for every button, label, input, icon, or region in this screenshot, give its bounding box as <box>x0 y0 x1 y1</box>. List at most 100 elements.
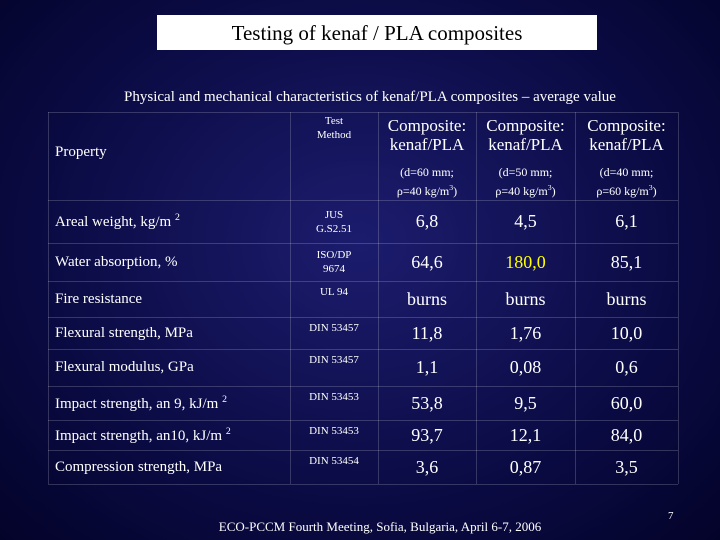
property-line: Impact strength, an10, kJ/m 2 <box>55 426 297 445</box>
spec-text: ) <box>453 184 458 198</box>
method-text: DIN 53453 <box>309 425 359 437</box>
property-line: Compression strength, MPa <box>55 459 297 476</box>
spec-text: ρ=40 kg/m <box>396 184 450 198</box>
grid-line <box>378 112 379 484</box>
spec-sup: 3 <box>648 183 653 192</box>
value-cell: 0,08 <box>476 349 575 386</box>
method-text: 9674 <box>323 263 345 275</box>
header-composite: Composite: kenaf/PLA (d=60 mm; ρ=40 kg/m3) <box>378 112 476 204</box>
value-cell: 11,8 <box>378 317 476 349</box>
spec-text: ρ=60 kg/m <box>596 184 649 198</box>
composite-name: Composite: kenaf/PLA <box>587 116 665 154</box>
property-cell: Impact strength, an10, kJ/m 2 <box>48 420 297 450</box>
value-cell: 6,8 <box>378 200 476 243</box>
value-cell: 1,76 <box>476 317 575 349</box>
value-text: burns <box>505 288 546 309</box>
property-text: Areal weight, kg/m <box>55 214 172 230</box>
spec-line: ρ=60 kg/m3) <box>596 180 656 199</box>
header-composite: Composite: kenaf/PLA (d=40 mm; ρ=60 kg/m3) <box>575 112 678 204</box>
property-line: Fire resistance <box>55 291 297 308</box>
property-text: Impact strength, an 9, kJ/m <box>55 395 219 412</box>
value-text: 85,1 <box>610 251 643 272</box>
value-text: 1,76 <box>509 322 542 343</box>
subtitle: Physical and mechanical characteristics … <box>124 89 616 105</box>
value-text: 4,5 <box>514 211 537 231</box>
header-property: Property <box>48 112 297 192</box>
grid-line <box>290 112 291 484</box>
method-text: DIN 53454 <box>309 455 359 467</box>
property-sup: 2 <box>225 425 231 437</box>
value-text: 64,6 <box>411 251 443 272</box>
page-number: 7 <box>668 510 674 522</box>
grid-line <box>48 317 678 318</box>
value-text: 6,1 <box>615 211 638 231</box>
grid-line <box>48 420 678 421</box>
value-cell: 4,5 <box>476 200 575 243</box>
method-text: DIN 53457 <box>309 354 359 366</box>
value-text: 0,6 <box>615 357 638 377</box>
value-cell: 64,6 <box>378 243 476 281</box>
grid-line <box>48 281 678 282</box>
footer: ECO-PCCM Fourth Meeting, Sofia, Bulgaria… <box>218 519 542 534</box>
property-line: Flexural strength, MPa <box>55 325 297 342</box>
value-text: 9,5 <box>514 392 537 413</box>
method-text: ISO/DP <box>316 249 352 261</box>
spec-line: ρ=40 kg/m3) <box>495 180 555 199</box>
spec-text: (d=40 mm; <box>599 165 654 179</box>
method-cell: DIN 53453 <box>290 420 378 454</box>
method-cell: DIN 53457 <box>290 317 378 353</box>
value-cell: 9,5 <box>476 386 575 420</box>
header-text: Composite: <box>387 116 467 135</box>
grid-line <box>48 386 678 387</box>
value-text: 10,0 <box>610 322 643 343</box>
composite-spec: (d=40 mm; ρ=60 kg/m3) <box>596 164 656 199</box>
method-cell: ISO/DP 9674 <box>290 243 378 281</box>
property-text: Fire resistance <box>55 290 143 307</box>
value-cell: 85,1 <box>575 243 678 281</box>
value-text: 6,8 <box>415 211 439 231</box>
value-cell: 6,1 <box>575 200 678 243</box>
value-cell: 0,87 <box>476 450 575 484</box>
value-text: 1,1 <box>415 357 439 377</box>
property-sup: 2 <box>174 212 180 223</box>
property-line: Water absorption, % <box>55 254 297 271</box>
value-cell: 84,0 <box>575 420 678 450</box>
spec-text: ρ=40 kg/m <box>495 184 548 198</box>
property-cell: Areal weight, kg/m 2 <box>48 200 297 243</box>
property-text: Flexural strength, MPa <box>55 324 193 341</box>
value-cell: 3,5 <box>575 450 678 484</box>
header-text: kenaf/PLA <box>589 135 664 154</box>
method-text: UL 94 <box>319 286 348 298</box>
grid-line <box>48 484 678 485</box>
value-text: 53,8 <box>411 392 443 413</box>
header-text: Composite: <box>587 116 666 135</box>
value-cell: burns <box>378 281 476 317</box>
property-line: Areal weight, kg/m 2 <box>55 212 297 231</box>
spec-line: ρ=40 kg/m3) <box>397 180 457 199</box>
grid-line <box>48 200 678 201</box>
composite-spec: (d=60 mm; ρ=40 kg/m3) <box>397 164 457 199</box>
value-cell: 0,6 <box>575 349 678 386</box>
value-text: 180,0 <box>505 251 546 272</box>
header-composite: Composite: kenaf/PLA (d=50 mm; ρ=40 kg/m3) <box>476 112 575 204</box>
header-text: kenaf/PLA <box>389 135 465 154</box>
value-cell: 93,7 <box>378 420 476 450</box>
header-text: Method <box>316 129 352 141</box>
value-text: 60,0 <box>610 392 643 413</box>
spec-text: (d=60 mm; <box>400 165 454 179</box>
property-cell: Flexural modulus, GPa <box>48 349 297 386</box>
spec-text: ) <box>551 184 556 198</box>
header-text: Test <box>324 115 344 127</box>
value-cell: 60,0 <box>575 386 678 420</box>
value-cell: 1,1 <box>378 349 476 386</box>
value-cell: 180,0 <box>476 243 575 281</box>
property-cell: Fire resistance <box>48 281 297 317</box>
property-text: Water absorption, % <box>55 253 178 270</box>
property-cell: Flexural strength, MPa <box>48 317 297 349</box>
grid-line <box>476 112 477 484</box>
method-text: DIN 53453 <box>309 391 359 403</box>
header-text: kenaf/PLA <box>488 135 563 154</box>
header-method: Test Method <box>290 114 378 154</box>
value-cell: 12,1 <box>476 420 575 450</box>
